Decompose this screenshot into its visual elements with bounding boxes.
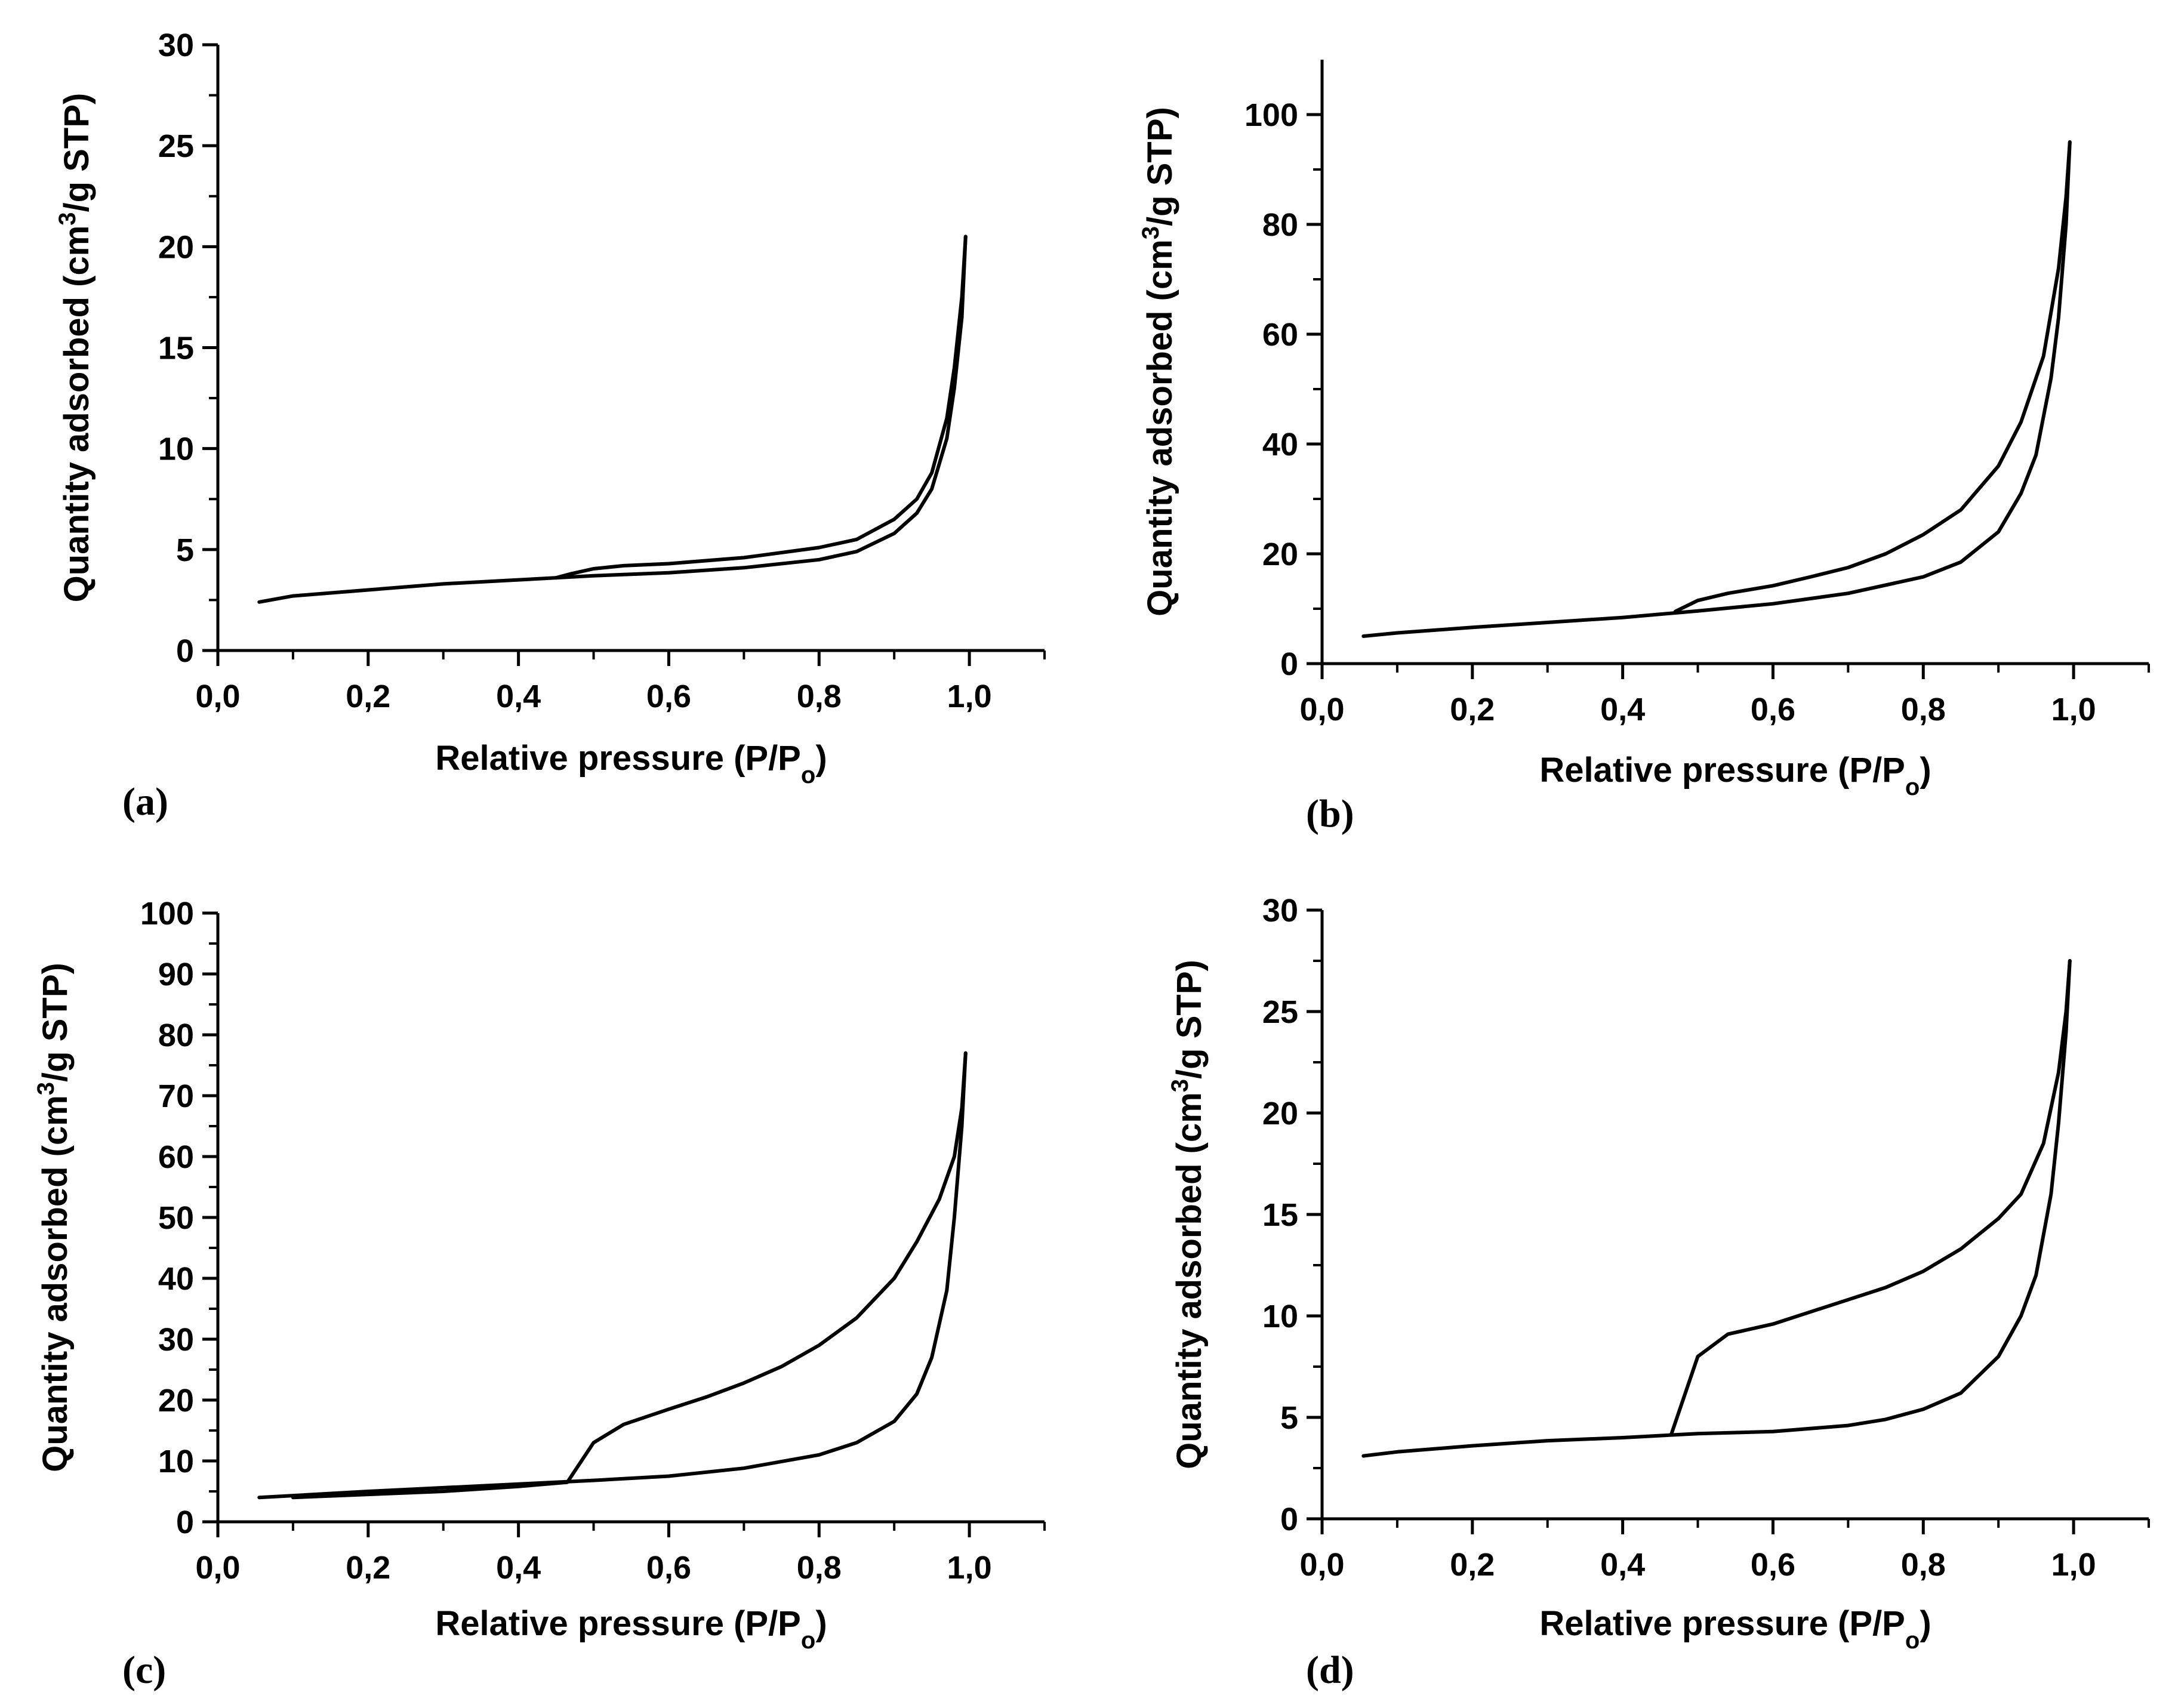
x-tick-label: 0,4 [1600,692,1645,727]
x-axis-title: Relative pressure (P/Po) [435,739,827,788]
y-tick-label: 30 [158,27,194,63]
x-axis-title: Relative pressure (P/Po) [435,1604,827,1654]
y-axis-title: Quantity adsorbed (cm3/g STP) [1138,107,1179,616]
series-adsorption [1361,140,2072,638]
series-desorption [1673,140,2072,613]
x-tick-label: 0,4 [1600,1547,1645,1583]
y-tick-label: 0 [176,1504,194,1540]
panel-label: (c) [122,1648,166,1692]
y-tick-label: 40 [158,1261,194,1297]
y-tick-label: 10 [1262,1299,1298,1334]
x-tick-label: 0,4 [496,679,541,714]
y-tick-label: 5 [1280,1400,1298,1436]
series-adsorption [1361,959,2072,1458]
x-tick-label: 0,6 [646,679,691,714]
chart-panel-3: 0,0 0,2 0,4 0,6 0,8 1,0 0 10 20 30 40 50 60 70 80 90 100… [33,896,1046,1692]
series-adsorption [257,1051,968,1500]
y-tick-label: 20 [1262,1096,1298,1132]
y-tick-label: 20 [158,1383,194,1419]
x-tick-label: 0,0 [1299,692,1344,727]
y-tick-label: 25 [1262,994,1298,1030]
panel-label: (d) [1306,1648,1354,1692]
y-tick-label: 30 [1262,893,1298,929]
y-tick-label: 15 [158,331,194,366]
y-tick-label: 25 [158,128,194,164]
x-tick-label: 0,8 [797,679,842,714]
x-tick-label: 1,0 [947,1550,992,1586]
y-tick-label: 40 [1262,427,1298,463]
x-tick-label: 0,8 [1901,692,1946,727]
y-tick-label: 90 [158,957,194,992]
x-tick-label: 0,4 [496,1550,541,1586]
series-desorption [291,1051,968,1500]
y-tick-label: 10 [158,1444,194,1479]
chart-panel-1: 0,0 0,2 0,4 0,6 0,8 1,0 0 5 10 15 20 25 30 Relative p… [54,27,1046,824]
x-tick-label: 1,0 [947,679,992,714]
x-tick-label: 0,0 [1299,1547,1344,1583]
x-tick-label: 1,0 [2051,1547,2096,1583]
x-axis-title: Relative pressure (P/Po) [1539,1604,1931,1654]
x-tick-label: 0,8 [797,1550,842,1586]
x-tick-label: 0,6 [1751,692,1795,727]
y-tick-label: 50 [158,1200,194,1236]
x-tick-label: 0,2 [1450,1547,1495,1583]
x-tick-label: 0,0 [195,1550,240,1586]
y-tick-label: 20 [1262,537,1298,572]
y-tick-label: 70 [158,1078,194,1114]
series-desorption [554,235,968,580]
y-tick-label: 0 [1280,1502,1298,1537]
x-tick-label: 0,8 [1901,1547,1946,1583]
chart-panel-2: 0,0 0,2 0,4 0,6 0,8 1,0 0 20 40 60 80 100 Relative p… [1138,60,2150,835]
x-tick-label: 1,0 [2051,692,2096,727]
y-tick-label: 15 [1262,1197,1298,1233]
y-axis-title: Quantity adsorbed (cm3/g STP) [54,93,96,603]
series-adsorption [257,235,968,604]
x-tick-label: 0,2 [346,1550,390,1586]
y-tick-label: 60 [1262,317,1298,353]
series-desorption [1669,959,2072,1436]
y-axis-title: Quantity adsorbed (cm3/g STP) [33,963,75,1472]
chart-panel-4: 0,0 0,2 0,4 0,6 0,8 1,0 0 5 10 15 20 25 30 Relative p… [1167,893,2150,1692]
x-tick-label: 0,6 [646,1550,691,1586]
panel-label: (a) [122,780,168,824]
x-tick-label: 0,2 [346,679,390,714]
y-tick-label: 5 [176,532,194,568]
y-tick-label: 80 [1262,207,1298,243]
x-axis-title: Relative pressure (P/Po) [1539,751,1931,800]
y-axis-title: Quantity adsorbed (cm3/g STP) [1167,960,1209,1469]
y-tick-label: 30 [158,1322,194,1358]
panel-label: (b) [1306,792,1354,835]
y-tick-label: 100 [140,896,194,932]
y-tick-label: 60 [158,1139,194,1175]
y-tick-label: 0 [176,633,194,669]
y-tick-label: 10 [158,431,194,467]
x-tick-label: 0,2 [1450,692,1495,727]
x-tick-label: 0,0 [195,679,240,714]
x-tick-label: 0,6 [1751,1547,1795,1583]
y-tick-label: 0 [1280,646,1298,682]
y-tick-label: 20 [158,229,194,265]
y-tick-label: 100 [1244,97,1298,133]
y-tick-label: 80 [158,1018,194,1053]
